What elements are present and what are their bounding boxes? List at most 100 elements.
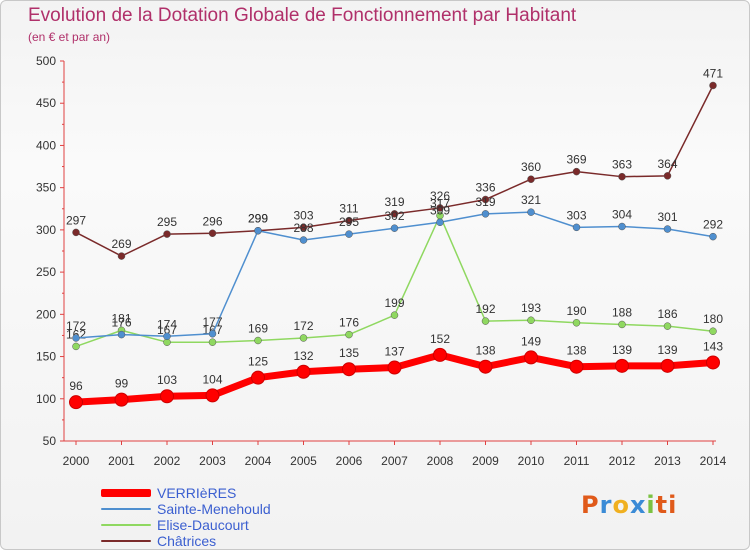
legend-item: Elise-Daucourt [101, 517, 271, 533]
data-point [527, 316, 535, 324]
data-label: 363 [612, 158, 632, 172]
logo-letter: x [629, 491, 647, 519]
data-label: 299 [248, 212, 268, 226]
data-point [251, 370, 265, 385]
data-point [569, 359, 584, 374]
data-label: 297 [66, 213, 86, 227]
data-point [342, 362, 356, 377]
data-point [299, 334, 308, 342]
x-tick-label: 2011 [564, 454, 590, 468]
data-point [299, 236, 308, 244]
y-tick-label: 500 [36, 54, 56, 68]
data-label: 174 [157, 317, 177, 331]
data-point [208, 338, 217, 346]
data-point [163, 332, 171, 341]
data-label: 138 [475, 344, 495, 358]
data-point [527, 175, 535, 183]
chart-subtitle: (en € et par an) [28, 30, 111, 44]
chart-title: Evolution de la Dotation Globale de Fonc… [28, 5, 577, 26]
x-tick-label: 2006 [336, 454, 363, 468]
data-label: 303 [566, 208, 586, 222]
data-label: 369 [566, 153, 586, 167]
data-point [618, 222, 626, 231]
legend-label: VERRIèRES [157, 485, 237, 501]
data-label: 138 [566, 344, 586, 358]
data-point [160, 389, 174, 404]
data-point [663, 322, 672, 330]
data-label: 321 [521, 193, 541, 207]
legend-label: Châtrices [157, 533, 217, 549]
data-point [481, 317, 490, 325]
y-tick-label: 300 [36, 223, 56, 237]
data-point [481, 195, 490, 204]
data-label: 176 [339, 316, 359, 330]
data-label: 125 [248, 355, 268, 369]
data-point [572, 167, 581, 176]
data-point [345, 230, 353, 238]
data-label: 143 [703, 339, 723, 353]
x-tick-label: 2013 [654, 454, 681, 468]
data-label: 172 [66, 319, 86, 333]
x-tick-label: 2001 [108, 454, 135, 468]
data-label: 176 [111, 316, 131, 330]
data-point [572, 223, 581, 232]
x-tick-label: 2005 [290, 454, 317, 468]
data-label: 103 [157, 373, 177, 387]
y-tick-label: 150 [36, 350, 56, 364]
x-tick-label: 2000 [63, 454, 90, 468]
y-tick-label: 50 [43, 434, 57, 448]
data-label: 471 [703, 66, 723, 80]
data-label: 149 [521, 334, 541, 348]
data-label: 303 [293, 208, 313, 222]
data-point [572, 319, 581, 327]
x-tick-label: 2010 [518, 454, 545, 468]
data-point [615, 358, 629, 373]
data-label: 192 [475, 302, 495, 316]
x-tick-label: 2007 [381, 454, 408, 468]
data-label: 269 [111, 237, 131, 251]
legend-label: Sainte-Menehould [157, 501, 271, 517]
data-point [663, 225, 672, 233]
data-label: 177 [202, 315, 222, 329]
data-point [481, 210, 490, 218]
legend-swatch [101, 540, 151, 542]
data-label: 152 [430, 332, 450, 346]
data-label: 360 [521, 160, 541, 174]
data-label: 296 [202, 214, 222, 228]
data-label: 292 [703, 218, 723, 232]
data-label: 295 [339, 215, 359, 229]
data-label: 317 [430, 197, 450, 211]
data-point [163, 230, 171, 238]
data-label: 364 [657, 157, 677, 171]
y-tick-label: 400 [36, 138, 56, 152]
y-tick-label: 200 [36, 307, 56, 321]
proxiti-logo: Proxiti [581, 491, 677, 519]
data-point [706, 355, 720, 370]
data-point [205, 388, 220, 403]
data-label: 181 [111, 311, 131, 325]
data-label: 137 [384, 345, 404, 359]
legend-swatch [101, 489, 151, 497]
logo-letter: ti [655, 491, 678, 519]
legend-swatch [101, 508, 151, 510]
data-point [390, 311, 399, 319]
data-label: 295 [157, 215, 177, 229]
data-label: 302 [384, 209, 404, 223]
data-label: 311 [339, 202, 358, 216]
data-label: 301 [657, 210, 677, 224]
logo-letter: i [646, 491, 656, 519]
data-label: 169 [248, 322, 268, 336]
data-label: 99 [115, 377, 129, 391]
data-point [345, 216, 353, 225]
data-label: 188 [612, 305, 632, 319]
data-label: 167 [157, 323, 177, 337]
data-label: 172 [293, 319, 313, 333]
data-point [478, 359, 493, 374]
data-point [69, 395, 83, 410]
data-point [390, 210, 399, 218]
y-tick-label: 450 [36, 96, 56, 110]
x-tick-label: 2003 [199, 454, 226, 468]
data-point [433, 347, 447, 362]
data-point [254, 336, 262, 345]
